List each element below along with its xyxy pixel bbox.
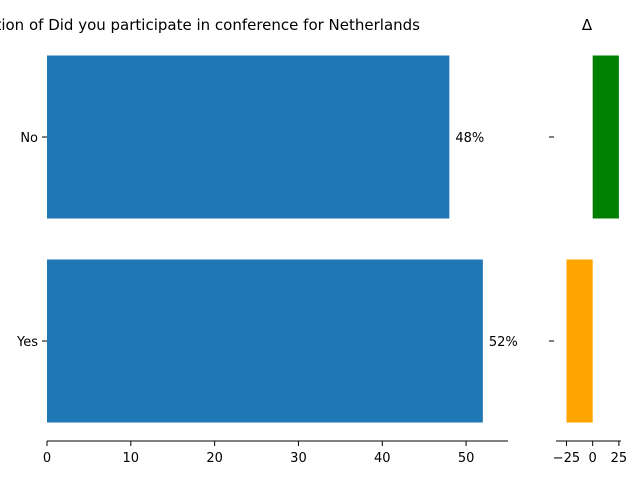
main-chart-panel: 48% No 52% Yes 0 10 20 30 40 50 [16, 55, 518, 466]
delta-bar-no [592, 55, 619, 219]
main-chart-title: Current proportion of Did you participat… [0, 16, 420, 34]
main-x-tick-label: 10 [123, 451, 140, 466]
value-label-no: 48% [455, 131, 484, 146]
y-tick-label-no: No [20, 131, 38, 146]
delta-chart-title: Δ [582, 16, 593, 34]
value-label-yes: 52% [489, 335, 518, 350]
main-x-tick-label: 30 [290, 451, 307, 466]
bar-yes [47, 259, 483, 423]
main-x-tick-label: 40 [374, 451, 391, 466]
delta-x-tick-label: 0 [589, 451, 597, 466]
y-tick-label-yes: Yes [16, 335, 38, 350]
delta-chart-panel: −25 0 25 [549, 55, 628, 466]
delta-x-tick-label: −25 [553, 451, 580, 466]
bar-no [47, 55, 450, 219]
delta-bar-yes [566, 259, 593, 423]
delta-x-tick-label: 25 [611, 451, 628, 466]
main-x-tick-label: 0 [43, 451, 51, 466]
main-x-tick-label: 50 [458, 451, 475, 466]
main-x-tick-label: 20 [206, 451, 223, 466]
